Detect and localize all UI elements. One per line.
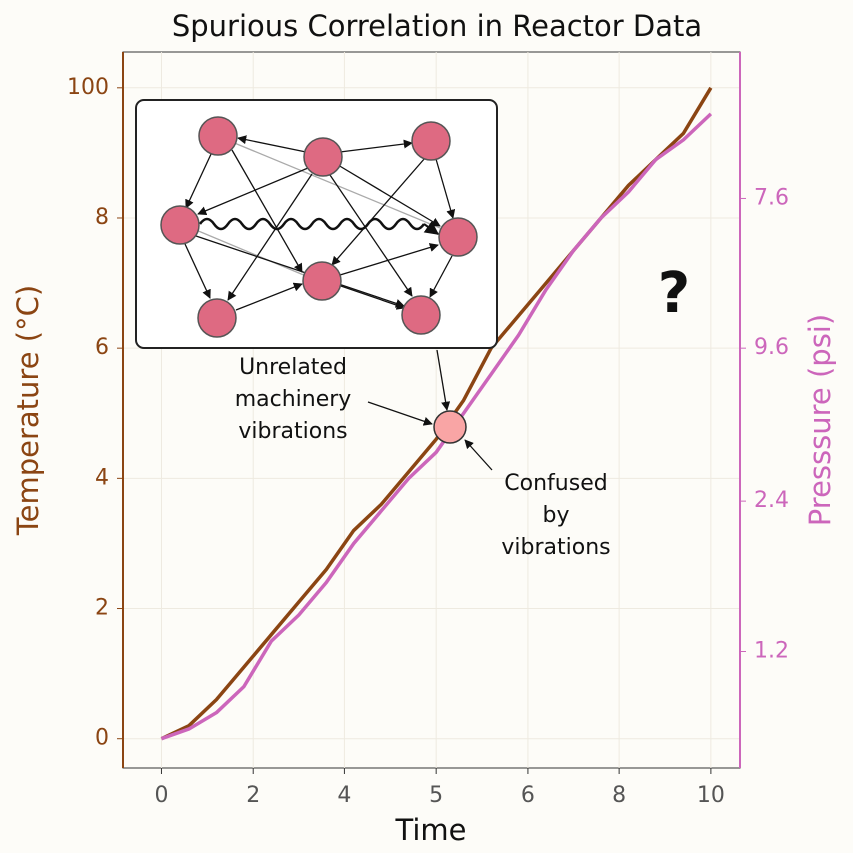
y2-axis-label: Presssure (psi): [803, 314, 837, 526]
y-axis-label: Temperature (°C): [11, 285, 45, 536]
annotation-arrows: [367, 349, 493, 471]
x-axis-label: Time: [395, 813, 467, 847]
y2-tick-label: 9.6: [754, 335, 789, 360]
series-line: [160, 86, 713, 741]
annotation-line: vibrations: [238, 419, 347, 444]
x-tick-label: 2: [246, 783, 260, 808]
y-tick-label: 8: [95, 205, 109, 230]
annotation-line: Unrelated: [239, 355, 347, 380]
annotation-effect: Confused by vibrations: [501, 471, 610, 560]
annotation-line: Confused: [504, 471, 607, 496]
series-line: [160, 112, 713, 741]
x-tick-label: 10: [697, 783, 725, 808]
y-tick-label: 0: [95, 726, 109, 751]
x-tick-label: 6: [521, 783, 535, 808]
y-tick-label: 2: [95, 596, 109, 621]
y-tick-label: 6: [95, 335, 109, 360]
annotation-line: by: [543, 503, 570, 528]
network-inset: [135, 99, 498, 349]
y2-tick-label: 2.4: [754, 488, 789, 513]
annotation-line: vibrations: [501, 535, 610, 560]
chart-title: Spurious Correlation in Reactor Data: [172, 9, 702, 43]
y-tick-label: 4: [95, 465, 109, 490]
annotation-line: machinery: [235, 387, 352, 412]
x-tick-label: 8: [612, 783, 626, 808]
annotation-cause: Unrelated machinery vibrations: [235, 355, 352, 444]
x-tick-label: 4: [337, 783, 351, 808]
y2-tick-label: 7.6: [754, 185, 789, 210]
y-tick-label: 100: [67, 75, 109, 100]
x-tick-label: 5: [429, 783, 443, 808]
question-mark: ?: [658, 261, 690, 326]
x-tick-label: 0: [154, 783, 168, 808]
y2-tick-label: 1.2: [754, 638, 789, 663]
